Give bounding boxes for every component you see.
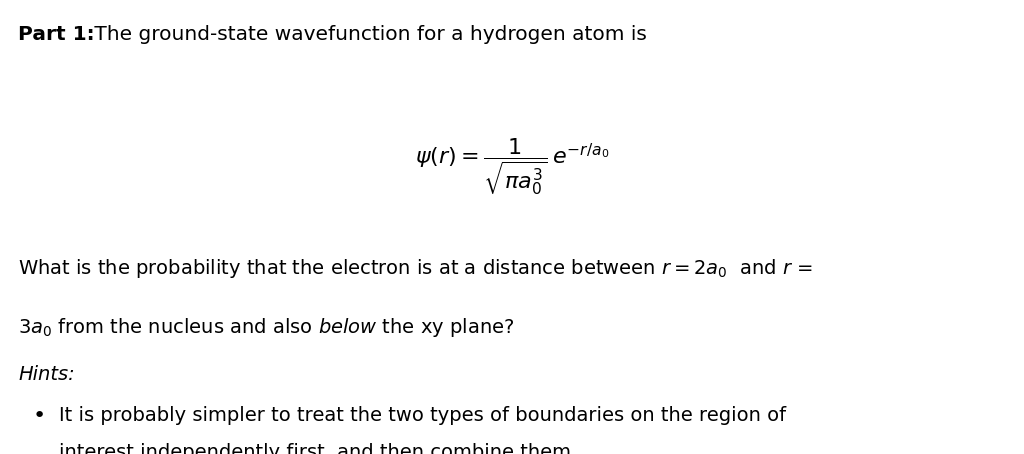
Text: interest independently first, and then combine them.: interest independently first, and then c… <box>59 443 578 454</box>
Text: Hints:: Hints: <box>18 365 75 385</box>
Text: The ground-state wavefunction for a hydrogen atom is: The ground-state wavefunction for a hydr… <box>88 25 647 44</box>
Text: What is the probability that the electron is at a distance between $r = 2a_0$  a: What is the probability that the electro… <box>18 257 813 280</box>
Text: $\psi(r) = \dfrac{1}{\sqrt{\pi a_0^3}}\,e^{-r/a_0}$: $\psi(r) = \dfrac{1}{\sqrt{\pi a_0^3}}\,… <box>415 136 609 197</box>
Text: It is probably simpler to treat the two types of boundaries on the region of: It is probably simpler to treat the two … <box>59 406 786 425</box>
Text: •: • <box>33 406 45 426</box>
Text: Part 1:: Part 1: <box>18 25 95 44</box>
Text: $3a_0$ from the nucleus and also $\it{below}$ the xy plane?: $3a_0$ from the nucleus and also $\it{be… <box>18 316 515 339</box>
